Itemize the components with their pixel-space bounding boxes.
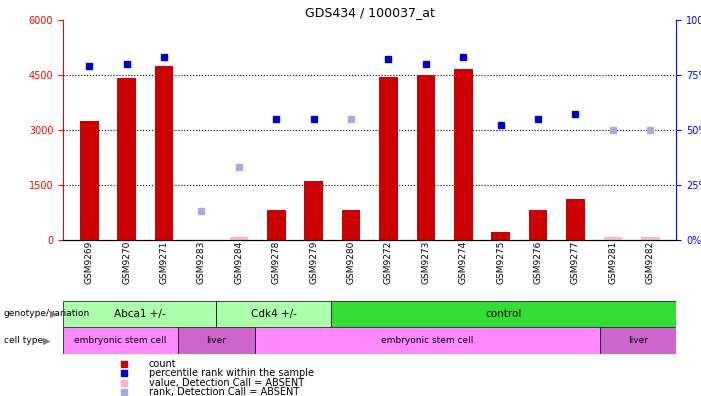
Bar bbox=[600, 327, 676, 354]
Bar bbox=[379, 76, 398, 240]
Bar bbox=[529, 210, 547, 240]
Text: control: control bbox=[486, 309, 522, 319]
Text: embryonic stem cell: embryonic stem cell bbox=[381, 337, 473, 345]
Text: rank, Detection Call = ABSENT: rank, Detection Call = ABSENT bbox=[149, 387, 299, 396]
Bar bbox=[155, 66, 173, 240]
Text: GSM9278: GSM9278 bbox=[272, 241, 281, 284]
Text: GSM9272: GSM9272 bbox=[384, 241, 393, 284]
Text: GSM9277: GSM9277 bbox=[571, 241, 580, 284]
Text: GSM9284: GSM9284 bbox=[234, 241, 243, 284]
Bar bbox=[454, 69, 472, 240]
Text: GSM9270: GSM9270 bbox=[122, 241, 131, 284]
Text: GSM9273: GSM9273 bbox=[421, 241, 430, 284]
Text: GSM9279: GSM9279 bbox=[309, 241, 318, 284]
Text: GSM9271: GSM9271 bbox=[160, 241, 168, 284]
Text: GSM9280: GSM9280 bbox=[346, 241, 355, 284]
Bar bbox=[63, 301, 217, 327]
Bar bbox=[117, 78, 136, 240]
Bar bbox=[254, 327, 600, 354]
Text: GSM9274: GSM9274 bbox=[458, 241, 468, 284]
Text: ▶: ▶ bbox=[43, 336, 50, 346]
Bar bbox=[341, 210, 360, 240]
Bar bbox=[416, 75, 435, 240]
Text: genotype/variation: genotype/variation bbox=[4, 309, 90, 318]
Bar bbox=[63, 327, 178, 354]
Text: ▶: ▶ bbox=[50, 309, 57, 319]
Bar bbox=[80, 120, 99, 240]
Text: GSM9283: GSM9283 bbox=[197, 241, 206, 284]
Text: percentile rank within the sample: percentile rank within the sample bbox=[149, 368, 314, 378]
Text: embryonic stem cell: embryonic stem cell bbox=[74, 337, 167, 345]
Text: liver: liver bbox=[206, 337, 226, 345]
Text: Abca1 +/-: Abca1 +/- bbox=[114, 309, 165, 319]
Bar bbox=[641, 237, 660, 240]
Bar bbox=[217, 301, 332, 327]
Bar bbox=[229, 237, 248, 240]
Text: liver: liver bbox=[628, 337, 648, 345]
Bar bbox=[566, 199, 585, 240]
Text: GSM9281: GSM9281 bbox=[608, 241, 618, 284]
Text: GSM9276: GSM9276 bbox=[533, 241, 543, 284]
Bar bbox=[304, 181, 323, 240]
Bar bbox=[178, 327, 254, 354]
Text: GSM9275: GSM9275 bbox=[496, 241, 505, 284]
Text: GSM9269: GSM9269 bbox=[85, 241, 94, 284]
Text: GSM9282: GSM9282 bbox=[646, 241, 655, 284]
Bar bbox=[604, 237, 622, 240]
Bar bbox=[491, 232, 510, 240]
Text: count: count bbox=[149, 358, 177, 369]
Bar bbox=[332, 301, 676, 327]
Text: cell type: cell type bbox=[4, 337, 43, 345]
Text: Cdk4 +/-: Cdk4 +/- bbox=[251, 309, 297, 319]
Title: GDS434 / 100037_at: GDS434 / 100037_at bbox=[305, 6, 435, 19]
Bar bbox=[267, 210, 285, 240]
Text: value, Detection Call = ABSENT: value, Detection Call = ABSENT bbox=[149, 377, 304, 388]
